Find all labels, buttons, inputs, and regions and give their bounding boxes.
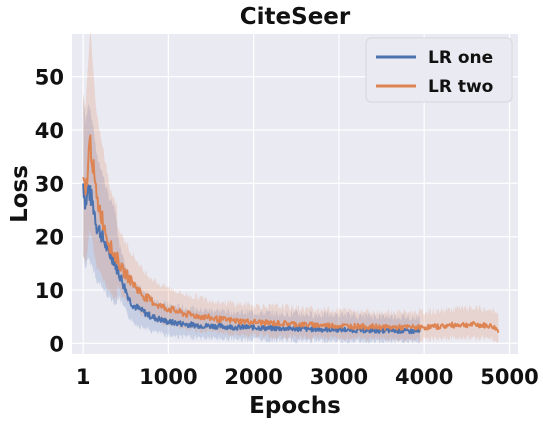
series-line-1 — [82, 134, 500, 333]
series-lines — [82, 134, 500, 335]
y-tick-label: 50 — [35, 66, 64, 90]
confidence-band-1 — [83, 31, 499, 344]
x-tick-label: 4000 — [395, 365, 453, 389]
x-tick-labels: 1 1000 2000 3000 4000 5000 — [76, 365, 539, 389]
grid-lines — [72, 34, 518, 354]
x-tick-label: 5000 — [480, 365, 538, 389]
confidence-bands — [83, 31, 499, 344]
x-tick-label: 1000 — [139, 365, 197, 389]
y-tick-labels: 0 10 20 30 40 50 — [35, 66, 64, 357]
y-tick-label: 40 — [35, 119, 64, 143]
x-tick-label: 1 — [76, 365, 91, 389]
y-axis-label: Loss — [7, 165, 33, 223]
y-tick-label: 0 — [49, 332, 64, 356]
series-line-0 — [82, 183, 421, 335]
legend-label-lr-one: LR one — [428, 48, 493, 68]
legend-label-lr-two: LR two — [428, 77, 493, 97]
x-tick-label: 2000 — [224, 365, 282, 389]
chart-title: CiteSeer — [240, 4, 351, 30]
legend: LR one LR two — [365, 37, 513, 103]
x-tick-label: 3000 — [310, 365, 368, 389]
y-tick-label: 10 — [35, 279, 64, 303]
y-tick-label: 20 — [35, 226, 64, 250]
x-axis-label: Epochs — [249, 393, 341, 419]
y-tick-label: 30 — [35, 172, 64, 196]
confidence-band-0 — [83, 92, 420, 344]
